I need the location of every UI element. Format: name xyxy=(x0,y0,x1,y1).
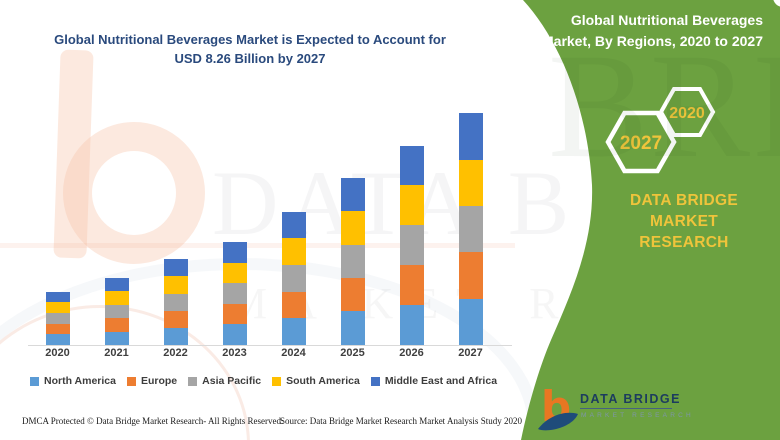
bar-segment-asia-pacific xyxy=(104,304,129,319)
x-axis-label-2023: 2023 xyxy=(222,347,247,359)
bar-segment-middle-east-and-africa xyxy=(458,113,483,160)
legend-swatch xyxy=(126,376,136,386)
footer-dmca-text: DMCA Protected © Data Bridge Market Rese… xyxy=(22,416,284,426)
bar-segment-europe xyxy=(163,310,188,328)
bar-segment-middle-east-and-africa xyxy=(281,211,306,239)
bar-segment-europe xyxy=(281,291,306,319)
green-panel-shape xyxy=(521,0,780,440)
bar-segment-north-america xyxy=(340,311,365,345)
bar-segment-asia-pacific xyxy=(45,312,70,324)
stacked-bar-2024 xyxy=(281,211,306,346)
bar-segment-middle-east-and-africa xyxy=(399,145,424,186)
legend-item-middle-east-and-africa: Middle East and Africa xyxy=(370,375,498,387)
databridge-logo-icon: b xyxy=(538,383,578,431)
x-axis-label-2020: 2020 xyxy=(45,347,70,359)
x-axis-label-2027: 2027 xyxy=(458,347,483,359)
bar-segment-south-america xyxy=(222,262,247,284)
bar-segment-middle-east-and-africa xyxy=(163,259,188,277)
legend-swatch xyxy=(370,376,380,386)
x-axis-label-2025: 2025 xyxy=(340,347,365,359)
bar-segment-middle-east-and-africa xyxy=(340,177,365,212)
legend-label: Asia Pacific xyxy=(202,375,262,387)
bar-segment-europe xyxy=(222,303,247,325)
databridge-logo-name: DATA BRIDGE xyxy=(580,392,680,409)
databridge-logo-tagline: MARKET RESEARCH xyxy=(581,412,694,419)
bar-segment-north-america xyxy=(163,327,188,345)
legend-item-south-america: South America xyxy=(272,375,360,387)
bar-segment-europe xyxy=(458,252,483,299)
bar-segment-asia-pacific xyxy=(281,264,306,292)
bar-segment-south-america xyxy=(458,159,483,206)
hexagon-2027-label: 2027 xyxy=(620,133,662,154)
legend-item-europe: Europe xyxy=(126,375,178,387)
bar-segment-north-america xyxy=(45,334,70,345)
stacked-bar-2021 xyxy=(104,277,129,346)
legend-label: Europe xyxy=(140,375,178,387)
legend-label: South America xyxy=(286,375,360,387)
stacked-bar-2025 xyxy=(340,177,365,345)
bar-segment-middle-east-and-africa xyxy=(104,277,129,292)
bar-segment-europe xyxy=(340,277,365,312)
x-axis-label-2026: 2026 xyxy=(399,347,424,359)
chart-legend: North America Europe Asia Pacific South Ame… xyxy=(30,375,497,387)
bar-segment-north-america xyxy=(222,324,247,345)
legend-label: North America xyxy=(44,375,116,387)
hexagon-2020-label: 2020 xyxy=(669,105,705,122)
stacked-bar-2026 xyxy=(399,145,424,346)
bar-segment-asia-pacific xyxy=(458,205,483,253)
bar-segment-north-america xyxy=(104,331,129,346)
x-axis-label-2024: 2024 xyxy=(281,347,306,359)
x-axis-label-2022: 2022 xyxy=(163,347,188,359)
corner-notch xyxy=(773,0,780,7)
bar-segment-middle-east-and-africa xyxy=(222,242,247,263)
bar-segment-south-america xyxy=(163,276,188,294)
bar-segment-north-america xyxy=(399,305,424,345)
legend-label: Middle East and Africa xyxy=(384,375,498,387)
stacked-bar-2022 xyxy=(163,259,188,345)
bar-segment-europe xyxy=(45,323,70,335)
bar-segment-asia-pacific xyxy=(222,283,247,304)
hexagon-badge-2020 xyxy=(658,87,716,137)
stacked-bar-2020 xyxy=(45,291,70,345)
bar-segment-south-america xyxy=(45,302,70,313)
panel-title: Global Nutritional Beverages Market, By … xyxy=(542,12,763,49)
bar-segment-asia-pacific xyxy=(163,293,188,311)
stacked-bar-2027 xyxy=(458,113,483,345)
x-axis-labels: 2020 2021 2022 2023 2024 2025 2026 2027 xyxy=(28,347,512,361)
x-axis-line xyxy=(28,345,512,346)
bar-segment-south-america xyxy=(399,185,424,226)
bar-segment-middle-east-and-africa xyxy=(45,291,70,303)
bar-segment-asia-pacific xyxy=(340,244,365,278)
plot-area xyxy=(28,95,512,346)
bar-segment-north-america xyxy=(281,318,306,345)
legend-item-north-america: North America xyxy=(30,375,116,387)
brand-name: DATA BRIDGE MARKET RESEARCH xyxy=(629,192,739,251)
bar-segment-north-america xyxy=(458,298,483,345)
legend-swatch xyxy=(30,376,39,386)
bar-segment-south-america xyxy=(104,291,129,305)
legend-swatch xyxy=(188,376,198,386)
bar-segment-south-america xyxy=(340,211,365,245)
bar-segment-south-america xyxy=(281,238,306,265)
x-axis-label-2021: 2021 xyxy=(104,347,129,359)
chart-title: Global Nutritional Beverages Market is E… xyxy=(54,32,446,66)
hexagon-badge-2027 xyxy=(605,110,677,174)
bar-segment-asia-pacific xyxy=(399,225,424,266)
footer-source-text: Source: Data Bridge Market Research Mark… xyxy=(280,416,522,426)
bar-segment-europe xyxy=(399,265,424,306)
bar-segment-europe xyxy=(104,318,129,332)
stacked-bar-2023 xyxy=(222,242,247,345)
legend-swatch xyxy=(272,376,282,386)
legend-item-asia-pacific: Asia Pacific xyxy=(188,375,261,387)
